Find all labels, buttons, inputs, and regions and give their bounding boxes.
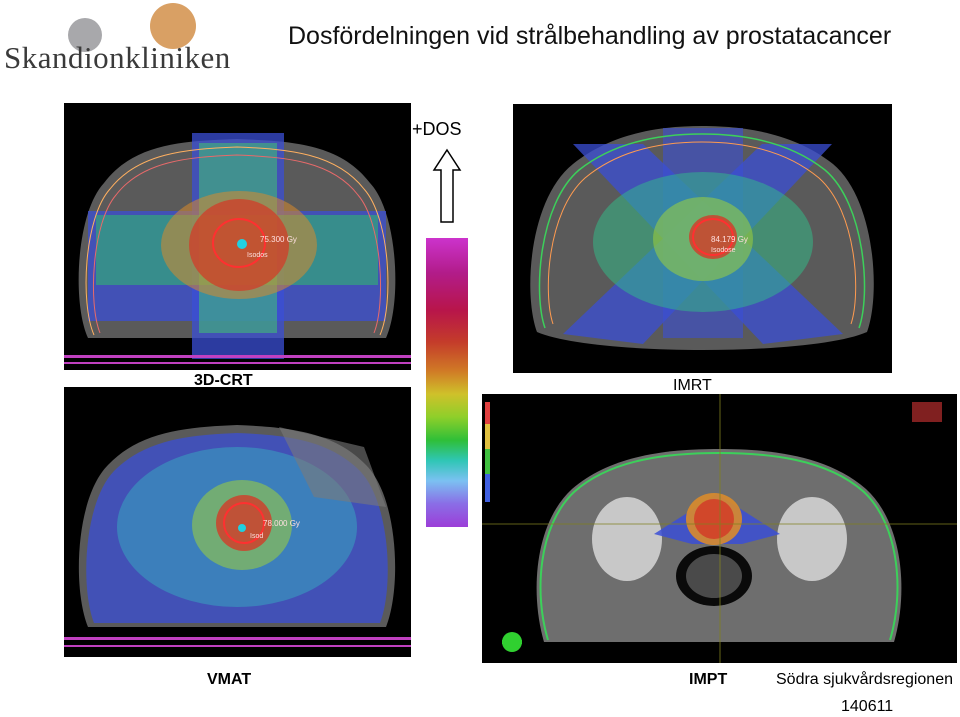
logo: Skandionkliniken xyxy=(0,0,240,80)
crt-target-text: Isodos xyxy=(247,252,268,259)
up-arrow-icon xyxy=(432,148,462,223)
vmat-dose-text: 78.000 Gy xyxy=(263,519,300,528)
panel-3d-crt: 75.300 Gy Isodos xyxy=(64,103,411,370)
label-vmat: VMAT xyxy=(207,671,252,688)
footer-region: Södra sjukvårdsregionen xyxy=(776,671,953,688)
logo-text: Skandionkliniken xyxy=(4,40,231,75)
logo-orange-circle xyxy=(150,3,196,49)
panel-imrt: 84.179 Gy Isodose xyxy=(513,104,892,373)
imrt-target-text: Isodose xyxy=(711,247,736,254)
page-title: Dosfördelningen vid strålbehandling av p… xyxy=(288,22,892,50)
label-impt: IMPT xyxy=(689,671,728,688)
panel-impt xyxy=(482,394,957,663)
imrt-dose-text: 84.179 Gy xyxy=(711,235,748,244)
crt-dose-text: 75.300 Gy xyxy=(260,235,297,244)
label-3d-crt: 3D-CRT xyxy=(194,372,253,389)
logo-grey-circle xyxy=(68,18,102,52)
vmat-target-text: Isod xyxy=(250,533,263,540)
label-imrt: IMRT xyxy=(673,377,712,394)
footer-code: 140611 xyxy=(841,698,894,715)
panel-vmat: 78.000 Gy Isod xyxy=(64,387,411,657)
dose-color-scale xyxy=(426,238,468,527)
dose-scale-label: +DOS xyxy=(412,119,462,139)
